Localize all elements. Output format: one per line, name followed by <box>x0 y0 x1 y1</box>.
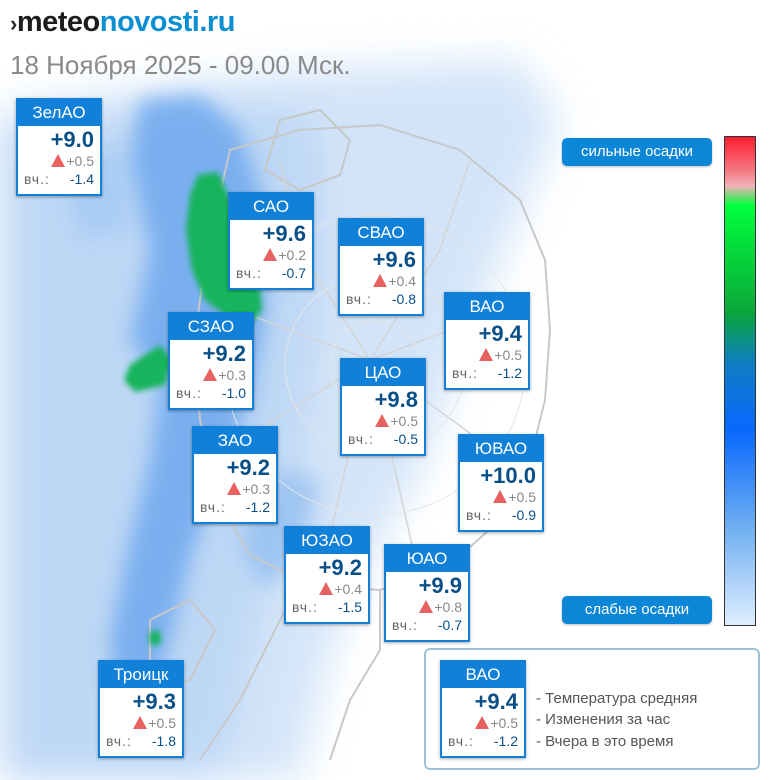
rise-arrow-icon <box>375 414 390 427</box>
district-name: ЗелАО <box>18 100 100 126</box>
precip-heavy-layer <box>124 172 262 646</box>
yesterday-label: вч.: <box>466 507 492 523</box>
district-card-yuvao[interactable]: ЮВАО +10.0 +0.5 вч.: -0.9 <box>458 434 544 532</box>
legend-sample-card: ВАО +9.4 +0.5 вч.: -1.2 <box>440 660 526 758</box>
district-temperature: +9.6 <box>262 221 306 246</box>
rise-arrow-icon <box>133 716 148 729</box>
district-temperature: +9.6 <box>372 247 416 272</box>
yesterday-value: -0.9 <box>511 507 536 523</box>
hourly-change: +0.5 <box>494 347 522 363</box>
district-name: ЗАО <box>194 428 276 454</box>
yesterday-value: -1.2 <box>497 365 522 381</box>
district-card-zelao[interactable]: ЗелАО +9.0 +0.5 вч.: -1.4 <box>16 98 102 196</box>
district-name: САО <box>230 194 312 220</box>
district-card-yuao[interactable]: ЮАО +9.9 +0.8 вч.: -0.7 <box>384 544 470 642</box>
yesterday-label: вч.: <box>292 599 318 615</box>
yesterday-label: вч.: <box>106 733 132 749</box>
district-card-svao[interactable]: СВАО +9.6 +0.4 вч.: -0.8 <box>338 218 424 316</box>
district-name: ВАО <box>446 294 528 320</box>
district-card-zao[interactable]: ЗАО +9.2 +0.3 вч.: -1.2 <box>192 426 278 524</box>
district-card-troitsk[interactable]: Троицк +9.3 +0.5 вч.: -1.8 <box>98 660 184 758</box>
legend-line-temperature: - Температура средняя <box>536 690 698 707</box>
logo-novosti: novosti.ru <box>99 6 236 38</box>
district-temperature: +9.9 <box>418 573 462 598</box>
district-card-cao[interactable]: ЦАО +9.8 +0.5 вч.: -0.5 <box>340 358 426 456</box>
rise-arrow-icon <box>493 490 508 503</box>
yesterday-label: вч.: <box>348 431 374 447</box>
district-temperature: +9.8 <box>374 387 418 412</box>
rise-arrow-icon <box>51 154 66 167</box>
rise-arrow-icon <box>475 716 490 729</box>
district-name: ЦАО <box>342 360 424 386</box>
hourly-change: +0.3 <box>218 367 246 383</box>
rise-arrow-icon <box>479 348 494 361</box>
date-time-subtitle: 18 Ноября 2025 - 09.00 Мск. <box>10 50 351 80</box>
precipitation-color-scale <box>724 136 756 626</box>
logo-mark: › <box>10 11 17 36</box>
yesterday-label: вч.: <box>200 499 226 515</box>
yesterday-value: -1.8 <box>151 733 176 749</box>
yesterday-value: -1.0 <box>221 385 246 401</box>
district-temperature: +9.3 <box>132 689 176 714</box>
rise-arrow-icon <box>203 368 218 381</box>
yesterday-label: вч.: <box>176 385 202 401</box>
strong-precip-label: сильные осадки <box>562 138 712 166</box>
yesterday-label: вч.: <box>24 171 50 187</box>
yesterday-label: вч.: <box>448 733 474 749</box>
yesterday-value: -0.8 <box>391 291 416 307</box>
district-name: Троицк <box>100 662 182 688</box>
yesterday-value: -1.5 <box>337 599 362 615</box>
logo-meteo: meteo <box>16 6 100 38</box>
district-card-sao[interactable]: САО +9.6 +0.2 вч.: -0.7 <box>228 192 314 290</box>
hourly-change: +0.2 <box>278 247 306 263</box>
yesterday-value: -1.2 <box>493 733 518 749</box>
yesterday-value: -0.5 <box>393 431 418 447</box>
yesterday-value: -0.7 <box>281 265 306 281</box>
hourly-change: +0.4 <box>388 273 416 289</box>
legend-box: ВАО +9.4 +0.5 вч.: -1.2 - Температура сре… <box>424 648 760 770</box>
district-temperature: +9.0 <box>50 127 94 152</box>
hourly-change: +0.5 <box>508 489 536 505</box>
yesterday-value: -1.2 <box>245 499 270 515</box>
district-temperature: +9.4 <box>478 321 522 346</box>
district-card-yuzao[interactable]: ЮЗАО +9.2 +0.4 вч.: -1.5 <box>284 526 370 624</box>
district-temperature: +9.2 <box>318 555 362 580</box>
district-name: СВАО <box>340 220 422 246</box>
district-name: ВАО <box>442 662 524 688</box>
site-logo[interactable]: ›meteonovosti.ru <box>10 6 235 39</box>
rise-arrow-icon <box>419 600 434 613</box>
hourly-change: +0.8 <box>434 599 462 615</box>
rise-arrow-icon <box>373 274 388 287</box>
weak-precip-label: слабые осадки <box>562 596 712 624</box>
legend-line-yesterday: - Вчера в это время <box>536 733 674 750</box>
legend-line-change: - Изменения за час <box>536 711 671 728</box>
district-card-szao[interactable]: СЗАО +9.2 +0.3 вч.: -1.0 <box>168 312 254 410</box>
rise-arrow-icon <box>263 248 278 261</box>
hourly-change: +0.4 <box>334 581 362 597</box>
rise-arrow-icon <box>319 582 334 595</box>
district-name: ЮАО <box>386 546 468 572</box>
yesterday-label: вч.: <box>346 291 372 307</box>
district-name: ЮВАО <box>460 436 542 462</box>
rise-arrow-icon <box>227 482 242 495</box>
district-temperature: +9.4 <box>474 689 518 714</box>
yesterday-label: вч.: <box>452 365 478 381</box>
district-card-vao[interactable]: ВАО +9.4 +0.5 вч.: -1.2 <box>444 292 530 390</box>
district-temperature: +9.2 <box>226 455 270 480</box>
district-temperature: +10.0 <box>480 463 536 488</box>
yesterday-value: -0.7 <box>437 617 462 633</box>
hourly-change: +0.5 <box>66 153 94 169</box>
district-name: ЮЗАО <box>286 528 368 554</box>
yesterday-value: -1.4 <box>69 171 94 187</box>
hourly-change: +0.5 <box>148 715 176 731</box>
yesterday-label: вч.: <box>392 617 418 633</box>
district-temperature: +9.2 <box>202 341 246 366</box>
yesterday-label: вч.: <box>236 265 262 281</box>
hourly-change: +0.3 <box>242 481 270 497</box>
district-name: СЗАО <box>170 314 252 340</box>
hourly-change: +0.5 <box>490 715 518 731</box>
hourly-change: +0.5 <box>390 413 418 429</box>
